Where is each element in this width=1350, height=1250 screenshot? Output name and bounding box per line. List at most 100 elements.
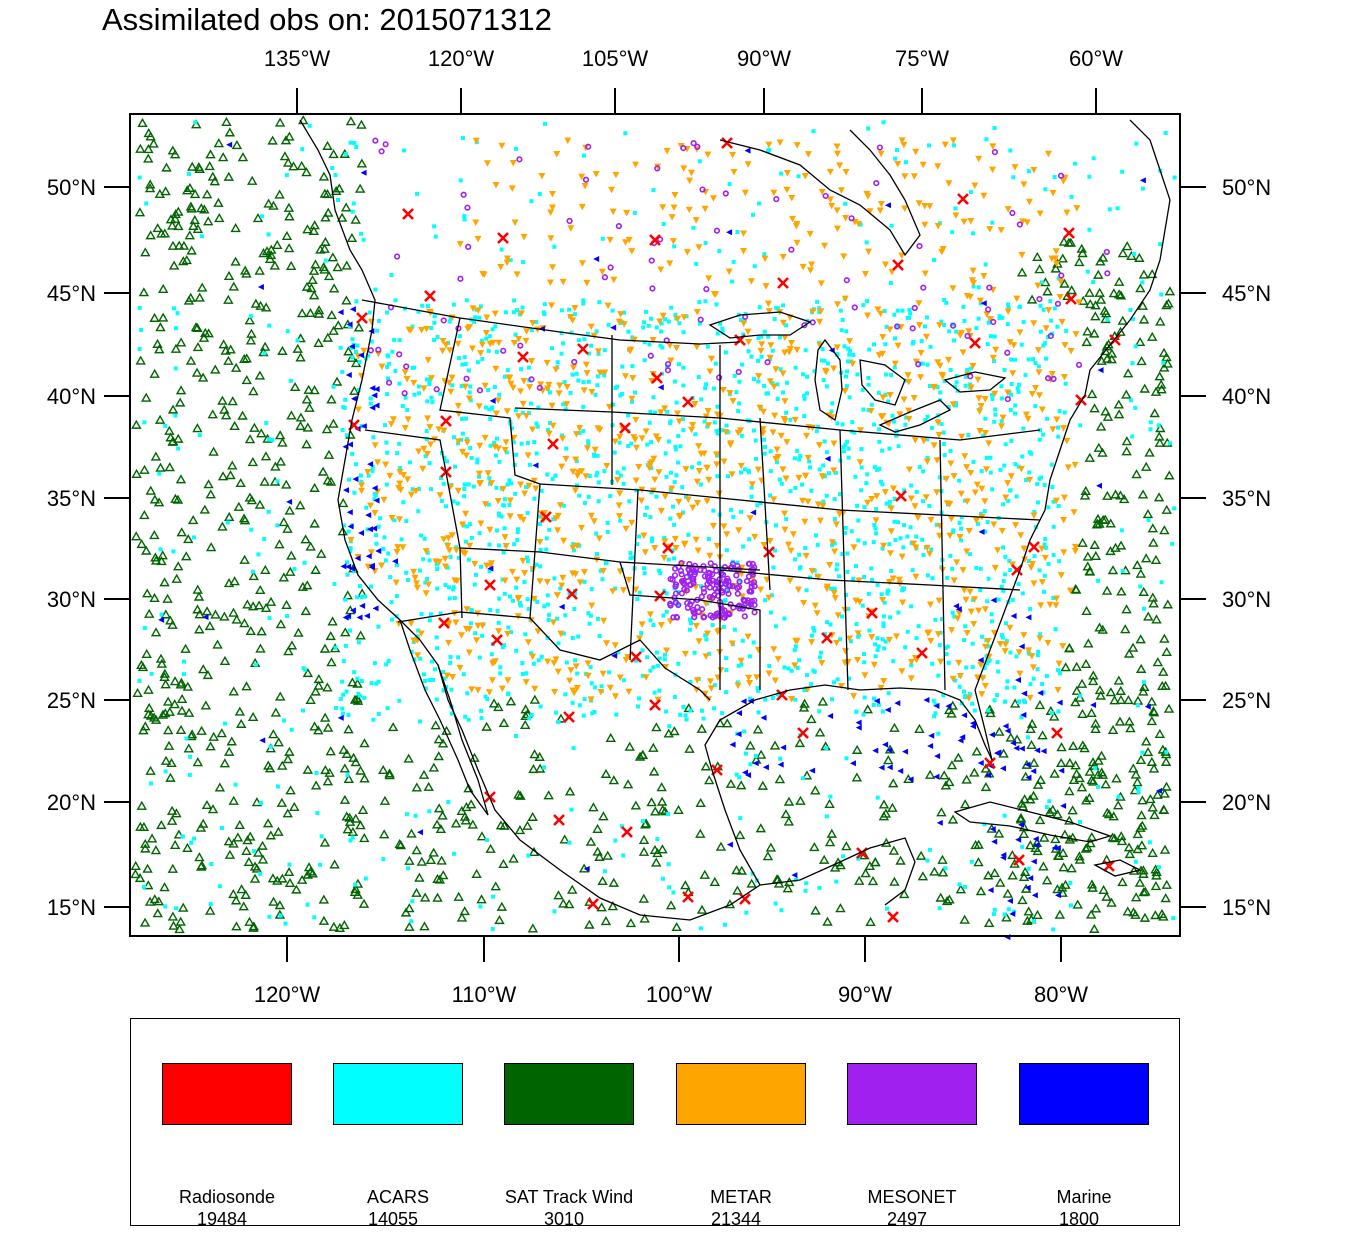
obs-acars [357, 359, 362, 364]
obs-acars [542, 604, 547, 609]
obs-metar [452, 619, 460, 627]
obs-sat-track-wind [149, 894, 160, 904]
obs-sat-track-wind [217, 521, 228, 531]
obs-acars [807, 459, 812, 464]
right-axis-label: 15°N [1222, 895, 1271, 920]
boundary-line [1093, 859, 1142, 877]
obs-metar [872, 517, 880, 524]
obs-metar [1006, 339, 1014, 346]
obs-acars [1017, 382, 1022, 387]
obs-metar [453, 577, 461, 585]
obs-acars [767, 664, 772, 669]
obs-acars [1043, 187, 1048, 192]
obs-metar [887, 505, 895, 513]
obs-acars [919, 339, 924, 344]
obs-acars [597, 633, 602, 638]
obs-sat-track-wind [1081, 336, 1092, 347]
obs-sat-track-wind [229, 420, 240, 430]
obs-acars [553, 473, 558, 478]
obs-metar [671, 535, 679, 543]
obs-metar [475, 403, 483, 410]
obs-acars [542, 302, 547, 307]
obs-sat-track-wind [359, 738, 370, 748]
obs-sat-track-wind [1115, 685, 1127, 695]
obs-acars [376, 679, 381, 684]
obs-mesonet [1058, 272, 1065, 279]
obs-metar [1041, 554, 1049, 562]
obs-acars [701, 716, 706, 721]
obs-sat-track-wind [286, 550, 297, 560]
obs-metar [424, 415, 432, 422]
obs-acars [393, 298, 398, 303]
obs-acars [900, 586, 905, 591]
obs-metar [726, 390, 734, 397]
obs-metar [782, 475, 790, 483]
obs-sat-track-wind [249, 873, 261, 883]
obs-metar [1066, 587, 1074, 595]
obs-sat-track-wind [887, 802, 898, 812]
obs-acars [999, 396, 1004, 401]
obs-acars [900, 308, 905, 313]
obs-metar [693, 308, 701, 316]
obs-sat-track-wind [178, 240, 190, 250]
obs-sat-track-wind [139, 509, 150, 520]
obs-acars [385, 376, 390, 381]
obs-sat-track-wind [208, 731, 219, 741]
obs-metar [817, 280, 825, 287]
obs-metar [1071, 547, 1079, 555]
obs-sat-track-wind [1137, 820, 1148, 830]
obs-mesonet [950, 322, 957, 329]
obs-sat-track-wind [411, 887, 422, 897]
obs-acars [142, 884, 147, 889]
obs-mesonet [465, 243, 472, 250]
obs-metar [682, 466, 690, 473]
obs-acars [824, 384, 829, 389]
obs-acars [341, 405, 346, 410]
obs-sat-track-wind [1137, 300, 1148, 310]
obs-acars [698, 584, 703, 589]
obs-acars [427, 809, 432, 814]
obs-sat-track-wind [699, 869, 711, 879]
obs-acars [502, 591, 507, 596]
obs-acars [824, 814, 829, 819]
obs-marine [780, 744, 787, 751]
obs-sat-track-wind [1056, 742, 1067, 752]
obs-metar [578, 173, 586, 181]
obs-metar [704, 151, 712, 158]
obs-metar [882, 261, 890, 269]
obs-acars [941, 430, 946, 435]
obs-acars [526, 365, 531, 370]
obs-sat-track-wind [1135, 663, 1147, 673]
obs-sat-track-wind [319, 712, 331, 722]
obs-acars [862, 505, 867, 510]
obs-acars [942, 298, 947, 303]
obs-acars [359, 679, 364, 684]
obs-sat-track-wind [210, 609, 221, 619]
obs-sat-track-wind [1155, 316, 1166, 326]
obs-acars [684, 314, 689, 319]
obs-metar [813, 610, 821, 617]
obs-acars [389, 272, 394, 277]
obs-radiosonde [821, 632, 833, 644]
obs-acars [817, 467, 822, 472]
obs-acars [1171, 916, 1176, 921]
obs-radiosonde [1051, 727, 1063, 739]
obs-metar [1053, 260, 1061, 268]
obs-metar [465, 395, 473, 402]
obs-acars [894, 148, 899, 153]
obs-acars [260, 214, 265, 219]
obs-mesonet [728, 564, 735, 571]
obs-acars [797, 552, 802, 557]
obs-acars [364, 505, 369, 510]
obs-acars [819, 358, 824, 363]
obs-acars [793, 365, 798, 370]
obs-acars [551, 517, 556, 522]
obs-metar [544, 658, 552, 666]
obs-sat-track-wind [182, 185, 193, 195]
obs-acars [659, 329, 664, 334]
legend-label: Marine [1056, 1187, 1112, 1207]
obs-sat-track-wind [197, 282, 208, 292]
obs-metar [989, 166, 997, 174]
obs-mesonet [920, 284, 927, 291]
obs-acars [925, 573, 930, 578]
